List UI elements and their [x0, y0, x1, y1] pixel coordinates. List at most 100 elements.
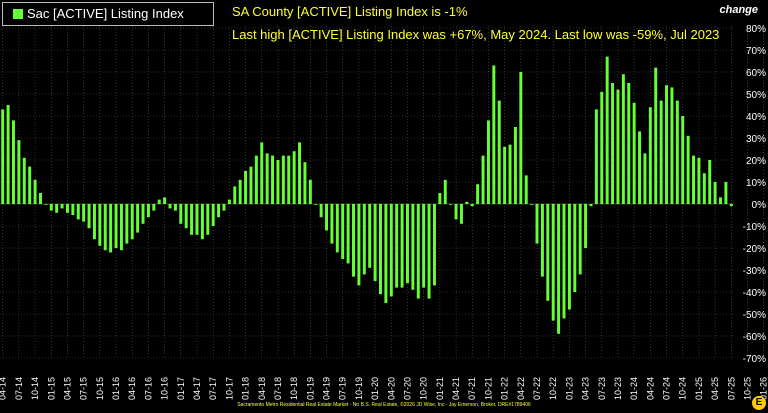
bar: [470, 204, 474, 207]
bar: [729, 204, 733, 207]
y-tick-label: -60%: [743, 332, 766, 343]
bar: [119, 204, 123, 251]
y-axis-labels: 80% 70% 60% 50% 40% 30% 20% 10% 0% -10% -20% -30% -4…: [743, 24, 766, 365]
x-tick-label: 04-20: [386, 377, 396, 400]
bar: [222, 204, 226, 211]
bar: [114, 204, 118, 248]
x-tick-label: 04-16: [127, 377, 137, 400]
bar: [546, 204, 550, 301]
bar: [190, 204, 194, 235]
y-tick-label: -30%: [743, 266, 766, 277]
bar: [379, 204, 382, 295]
bar: [503, 146, 507, 204]
x-tick-label: 01-15: [46, 377, 56, 400]
bar: [449, 204, 453, 205]
y-tick-label: 40%: [746, 112, 766, 123]
x-tick-label: 04-14: [0, 377, 8, 400]
bar: [92, 204, 96, 240]
bar: [152, 204, 156, 211]
bar: [465, 201, 469, 204]
bar: [513, 127, 517, 204]
bar: [33, 179, 37, 204]
x-tick-label: 10-18: [289, 377, 299, 400]
bar: [136, 204, 140, 233]
x-tick-label: 01-18: [241, 377, 251, 400]
bar: [200, 204, 204, 240]
bar: [179, 204, 183, 224]
x-tick-label: 01-26: [759, 377, 768, 400]
x-tick-label: 10-17: [224, 377, 234, 400]
x-tick-label: 10-16: [160, 377, 170, 400]
bar: [481, 155, 485, 204]
y-tick-label: 60%: [746, 68, 766, 79]
bar: [713, 182, 717, 204]
bar: [616, 89, 620, 204]
bar: [632, 102, 636, 204]
x-tick-label: 01-25: [694, 377, 704, 400]
y-tick-label: 70%: [746, 46, 766, 57]
headline-high-low: Last high [ACTIVE] Listing Index was +67…: [232, 27, 720, 42]
bar: [271, 155, 275, 204]
bar: [265, 153, 269, 204]
legend: Sac [ACTIVE] Listing Index: [2, 2, 214, 26]
bar: [427, 204, 431, 299]
bar: [648, 107, 652, 204]
bar: [702, 173, 706, 204]
x-axis-labels: 04-14 07-14 10-14 01-15 04-15 07-15 10-15 01-16…: [0, 377, 768, 400]
y-tick-label: -20%: [743, 244, 766, 255]
bar: [211, 204, 215, 226]
x-tick-label: 10-25: [742, 377, 752, 400]
bar: [643, 153, 647, 204]
bar: [443, 179, 447, 204]
bar: [476, 184, 480, 204]
bar: [524, 175, 528, 204]
x-tick-label: 10-22: [548, 377, 558, 400]
bar: [103, 204, 107, 251]
bar: [659, 100, 663, 204]
x-tick-label: 01-16: [111, 377, 121, 400]
y-tick-label: 80%: [746, 24, 766, 35]
bar: [319, 204, 323, 218]
bar: [724, 182, 728, 204]
bar: [44, 204, 48, 205]
bar: [589, 204, 593, 207]
x-tick-label: 07-24: [662, 377, 672, 400]
x-tick-label: 07-21: [467, 377, 477, 400]
x-tick-label: 04-18: [257, 377, 267, 400]
bar: [22, 157, 26, 204]
bar: [314, 204, 318, 205]
bar: [12, 120, 15, 204]
x-tick-label: 10-21: [483, 377, 493, 400]
bar: [125, 204, 129, 244]
bar: [141, 204, 145, 224]
bar: [373, 204, 377, 281]
bar: [362, 204, 366, 275]
bar: [486, 120, 490, 204]
y-axis-unit-label: change: [719, 4, 758, 16]
bar: [686, 135, 690, 204]
x-tick-label: 10-15: [95, 377, 105, 400]
x-tick-label: 10-23: [613, 377, 623, 400]
chart-grid: [0, 26, 764, 359]
bar: [206, 204, 210, 235]
bar: [594, 109, 598, 204]
x-tick-label: 04-21: [451, 377, 461, 400]
bar: [249, 166, 253, 204]
x-tick-label: 07-25: [726, 377, 736, 400]
bar: [562, 204, 566, 319]
bar: [330, 204, 334, 244]
x-tick-label: 07-23: [597, 377, 607, 400]
brand-logo-icon: E: [752, 396, 766, 410]
bar: [422, 204, 426, 288]
bar: [217, 204, 221, 218]
footer-credit: Sacramento Metro Residential Real Estate…: [237, 402, 531, 408]
x-tick-label: 01-21: [435, 377, 445, 400]
x-tick-label: 01-20: [370, 377, 380, 400]
y-tick-label: -40%: [743, 288, 766, 299]
bar: [195, 204, 199, 235]
bar: [357, 204, 361, 286]
bar: [109, 204, 113, 253]
bar: [384, 204, 388, 303]
bar: [303, 162, 307, 204]
